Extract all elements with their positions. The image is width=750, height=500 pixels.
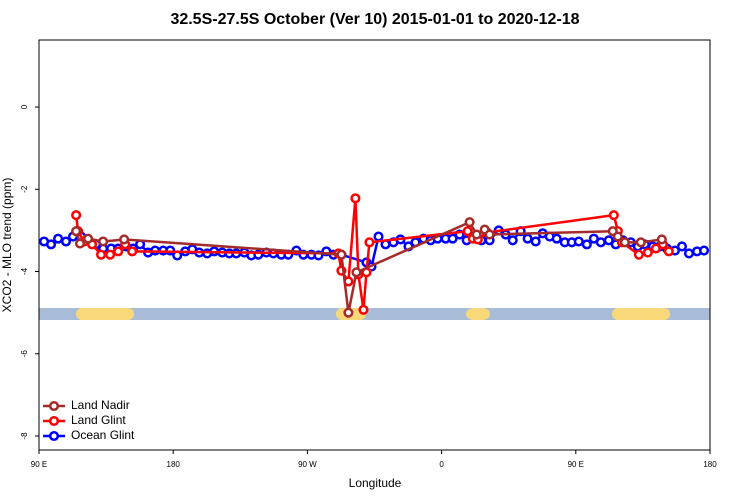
x-tick-label: 90 W xyxy=(298,460,317,469)
ocean-strip xyxy=(39,308,710,320)
x-tick-label: 0 xyxy=(439,460,444,469)
data-point xyxy=(74,238,86,249)
data-point xyxy=(53,233,64,244)
y-axis-label: XCO2 - MLO trend (ppm) xyxy=(0,178,14,313)
data-point xyxy=(105,249,116,260)
legend-text: Land Nadir xyxy=(71,398,130,412)
data-point xyxy=(484,229,495,240)
data-point xyxy=(351,267,362,278)
land-patch xyxy=(466,308,490,320)
data-point xyxy=(612,231,623,242)
chart-title: 32.5S-27.5S October (Ver 10) 2015-01-01 … xyxy=(170,11,579,28)
data-point xyxy=(595,237,606,248)
data-point xyxy=(336,249,347,260)
data-point xyxy=(364,237,375,248)
data-point xyxy=(447,233,458,244)
x-tick-label: 90 E xyxy=(31,460,47,469)
series-line xyxy=(74,220,663,313)
data-point xyxy=(373,231,384,242)
data-point xyxy=(635,237,646,248)
data-point xyxy=(676,241,688,252)
data-point xyxy=(683,248,695,259)
data-point xyxy=(663,246,674,257)
data-point xyxy=(603,235,614,246)
data-point xyxy=(350,193,361,204)
data-point xyxy=(358,304,369,315)
data-point xyxy=(119,234,130,245)
x-axis-label: Longitude xyxy=(349,476,402,490)
x-tick-label: 90 E xyxy=(568,460,584,469)
data-point xyxy=(71,226,82,237)
x-tick-label: 180 xyxy=(167,460,181,469)
data-point xyxy=(608,210,619,221)
data-point xyxy=(98,236,109,247)
data-point xyxy=(642,247,653,258)
data-point xyxy=(650,243,661,254)
legend-marker xyxy=(48,400,60,412)
x-tick-label: 180 xyxy=(703,460,717,469)
land-patch xyxy=(76,308,134,320)
data-point xyxy=(464,217,475,228)
legend-text: Land Glint xyxy=(71,413,126,427)
y-tick-label: -8 xyxy=(20,432,29,440)
data-point xyxy=(551,233,562,244)
land-patch xyxy=(612,308,670,320)
legend-text: Ocean Glint xyxy=(71,428,135,442)
data-point xyxy=(573,236,584,247)
data-point xyxy=(698,245,710,256)
legend-marker xyxy=(48,415,60,427)
y-tick-label: -6 xyxy=(20,350,29,358)
plot-frame xyxy=(38,39,711,451)
map-strip xyxy=(39,308,710,320)
data-point xyxy=(127,246,138,257)
data-point xyxy=(633,249,644,260)
data-point xyxy=(343,307,354,318)
y-tick-label: 0 xyxy=(20,104,29,109)
data-point xyxy=(656,234,667,245)
data-point xyxy=(619,237,630,248)
data-point xyxy=(462,226,473,237)
data-point xyxy=(471,229,482,240)
legend-marker xyxy=(48,430,60,442)
data-point xyxy=(113,246,124,257)
data-point xyxy=(581,239,592,250)
data-point xyxy=(95,249,107,260)
data-point xyxy=(507,235,518,246)
y-tick-label: -4 xyxy=(20,267,29,275)
data-point xyxy=(530,236,541,247)
data-point xyxy=(60,236,72,247)
y-tick-label: -2 xyxy=(20,185,29,193)
data-point xyxy=(83,233,94,244)
data-point xyxy=(522,233,533,244)
data-point xyxy=(71,210,82,221)
data-point xyxy=(46,239,57,250)
